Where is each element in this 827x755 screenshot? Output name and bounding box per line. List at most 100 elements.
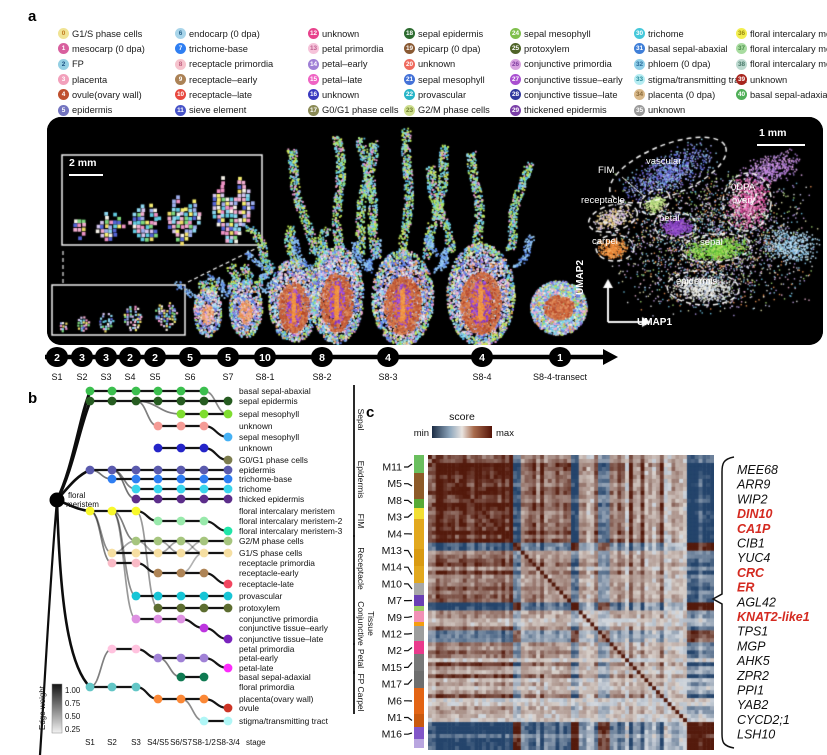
timeline-node: 8 S8-2 xyxy=(311,347,333,382)
module-strip-segment xyxy=(414,583,424,595)
timeline-node: 1 S8-4-transect xyxy=(533,347,588,382)
module-strip-segment xyxy=(414,671,424,688)
legend-item: 22 provascular xyxy=(404,87,490,102)
tree-node xyxy=(176,536,186,546)
legend-item-label: trichome-base xyxy=(189,43,248,54)
tree-node xyxy=(153,653,163,663)
tree-node xyxy=(153,494,163,504)
gene-label: KNAT2-like1 xyxy=(737,610,810,624)
tree-row-label: floral intercalary meristem xyxy=(239,506,335,516)
tree-row-label: conjunctive primordia xyxy=(239,614,318,624)
svg-text:0.50: 0.50 xyxy=(65,712,81,721)
legend-item: 16 unknown xyxy=(308,87,398,102)
svg-text:S8-2: S8-2 xyxy=(312,372,331,382)
tree-group-label: Sepal xyxy=(356,409,366,431)
tree-row-label: thicked epidermis xyxy=(239,494,304,504)
gene-bracket xyxy=(711,456,735,749)
legend-item-label: floral intercalary meristem-2 xyxy=(750,43,827,54)
tree-row-label: floral intercalary meristem-3 xyxy=(239,526,343,536)
legend-item: 39 unknown xyxy=(736,72,827,87)
legend-item-label: receptacle–late xyxy=(189,89,253,100)
tree-node xyxy=(85,386,95,396)
cluster-badge: 36 xyxy=(736,28,747,40)
tree-node xyxy=(223,663,233,673)
tree-node xyxy=(131,396,141,406)
svg-text:S8-1/2: S8-1/2 xyxy=(192,738,216,747)
gene-label: CA1P xyxy=(737,522,771,536)
umap2-axis-label: UMAP2 xyxy=(575,259,586,295)
tree-node xyxy=(153,591,163,601)
cluster-badge: 9 xyxy=(175,74,186,86)
gene-label: TPS1 xyxy=(737,625,768,639)
cluster-badge: 21 xyxy=(404,74,415,86)
legend-column: 30 trichome 31 basal sepal-abaxial 32 phloem … xyxy=(634,26,747,118)
legend-item: 19 epicarp (0 dpa) xyxy=(404,41,490,56)
legend-item-label: floral intercalary meristem xyxy=(750,28,827,39)
tree-row-label: stigma/transmitting tract xyxy=(239,716,329,726)
tree-node xyxy=(153,516,163,526)
tree-node xyxy=(199,474,209,484)
tree-node xyxy=(199,396,209,406)
tree-node xyxy=(107,644,117,654)
tree-node xyxy=(176,548,186,558)
module-strip-segment xyxy=(414,641,424,654)
svg-text:S4: S4 xyxy=(124,372,135,382)
legend-item: 23 G2/M phase cells xyxy=(404,102,490,117)
tree-group-label: Conjunctive xyxy=(356,601,366,646)
tree-node xyxy=(223,455,233,465)
legend-item: 35 unknown xyxy=(634,102,747,117)
gene-label: YAB2 xyxy=(737,698,768,712)
gene-label: LSH10 xyxy=(737,728,775,742)
tree-node xyxy=(131,474,141,484)
tree-node xyxy=(176,484,186,494)
module-label: M4 xyxy=(387,528,402,540)
module-strip-segment xyxy=(414,714,424,727)
legend-item-label: G1/S phase cells xyxy=(72,28,143,39)
timeline-node: 3 S3 xyxy=(95,347,117,382)
svg-text:S1: S1 xyxy=(51,372,62,382)
tree-node xyxy=(107,506,117,516)
tree-group-label: Receptacle xyxy=(356,547,366,590)
module-label: M7 xyxy=(387,595,402,607)
module-label: M12 xyxy=(382,629,403,641)
colorbar-title: score xyxy=(449,411,475,423)
tree-node xyxy=(223,432,233,442)
cluster-badge: 23 xyxy=(404,104,415,116)
cluster-badge: 6 xyxy=(175,28,186,40)
tree-node xyxy=(107,682,117,692)
tree-node xyxy=(223,716,233,726)
cluster-badge: 24 xyxy=(510,28,521,40)
module-label: M15 xyxy=(382,662,403,674)
tree-node xyxy=(199,484,209,494)
module-strip-segment xyxy=(414,611,424,622)
legend-item-label: conjunctive primordia xyxy=(524,59,612,70)
legend-item-label: FP xyxy=(72,59,84,70)
legend-item-label: epicarp (0 dpa) xyxy=(418,43,481,54)
tree-row-label: trichome xyxy=(239,484,271,494)
svg-text:8: 8 xyxy=(319,352,325,364)
tree-node xyxy=(176,568,186,578)
legend-item-label: unknown xyxy=(418,59,456,70)
tree-node xyxy=(176,516,186,526)
tree-node xyxy=(223,409,233,419)
cluster-badge: 14 xyxy=(308,58,319,70)
legend-item-label: receptacle primordia xyxy=(189,59,274,70)
tree-group-label: FIM xyxy=(356,514,366,529)
tree-node xyxy=(131,506,141,516)
tree-node xyxy=(199,548,209,558)
tree-row-label: petal-early xyxy=(239,653,279,663)
svg-text:S2: S2 xyxy=(107,738,117,747)
colorbar-max: max xyxy=(496,428,514,439)
tree-node xyxy=(131,644,141,654)
panel-a-letter: a xyxy=(28,8,37,25)
svg-text:4: 4 xyxy=(479,352,485,364)
svg-text:3: 3 xyxy=(103,352,109,364)
cluster-badge: 16 xyxy=(308,89,319,101)
scale-bar xyxy=(69,174,103,177)
svg-text:S6: S6 xyxy=(184,372,195,382)
tree-node xyxy=(199,591,209,601)
module-label: M13 xyxy=(382,545,403,557)
svg-text:0.25: 0.25 xyxy=(65,725,81,734)
